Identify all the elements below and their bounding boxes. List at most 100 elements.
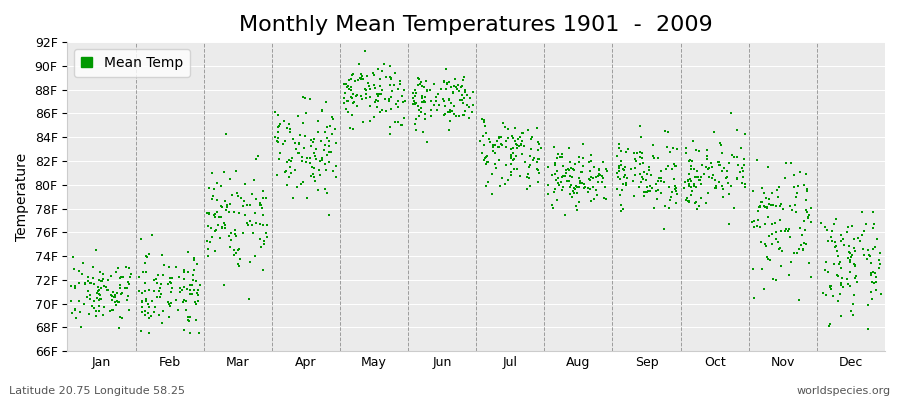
Point xyxy=(866,224,880,231)
Point xyxy=(532,140,546,147)
Point xyxy=(842,269,857,276)
Point xyxy=(414,94,428,101)
Point xyxy=(834,275,849,282)
Point xyxy=(677,184,691,191)
Point xyxy=(222,200,237,207)
Point xyxy=(176,268,191,275)
Point xyxy=(782,272,796,278)
Point xyxy=(441,127,455,134)
Point xyxy=(692,177,706,183)
Point xyxy=(637,169,652,175)
Point xyxy=(105,307,120,313)
Point xyxy=(835,284,850,290)
Point xyxy=(240,220,255,226)
Point xyxy=(256,237,271,244)
Point xyxy=(233,195,248,201)
Point xyxy=(633,148,647,155)
Point xyxy=(734,169,748,175)
Point xyxy=(546,189,561,195)
Point xyxy=(787,172,801,178)
Point xyxy=(358,94,373,101)
Point xyxy=(499,138,513,144)
Point xyxy=(446,90,461,96)
Point xyxy=(188,298,202,305)
Point xyxy=(634,179,648,185)
Point xyxy=(646,155,661,161)
Point xyxy=(338,90,352,97)
Point xyxy=(68,283,82,289)
Point xyxy=(620,175,634,181)
Point xyxy=(706,175,720,182)
Point xyxy=(282,121,296,127)
Point xyxy=(868,278,883,285)
Point xyxy=(583,168,598,174)
Point xyxy=(72,268,86,274)
Point xyxy=(108,299,122,305)
Point xyxy=(614,148,628,154)
Point xyxy=(576,163,590,169)
Point xyxy=(804,274,818,280)
Point xyxy=(550,168,564,174)
Point xyxy=(236,230,250,236)
Point xyxy=(712,178,726,185)
Point xyxy=(827,244,842,250)
Point xyxy=(746,188,760,194)
Point xyxy=(298,133,312,139)
Point xyxy=(364,117,378,124)
Point xyxy=(112,325,126,331)
Point xyxy=(872,257,886,264)
Point xyxy=(113,274,128,280)
Point xyxy=(530,166,544,172)
Point xyxy=(750,222,764,229)
Point xyxy=(635,160,650,167)
Point xyxy=(391,98,405,104)
Point xyxy=(230,233,244,240)
Point xyxy=(134,290,148,296)
Point xyxy=(700,156,715,162)
Point xyxy=(554,151,569,157)
Point xyxy=(412,76,427,82)
Point xyxy=(586,174,600,181)
Point xyxy=(724,110,738,116)
Point xyxy=(154,281,168,288)
Point xyxy=(793,169,807,176)
Point xyxy=(183,291,197,297)
Point xyxy=(736,162,751,168)
Point xyxy=(271,124,285,130)
Point xyxy=(687,181,701,188)
Point xyxy=(559,170,573,176)
Point xyxy=(867,280,881,286)
Point xyxy=(363,86,377,92)
Point xyxy=(420,139,435,146)
Point xyxy=(555,174,570,180)
Point xyxy=(306,139,320,146)
Point xyxy=(504,154,518,160)
Point xyxy=(801,214,815,220)
Point xyxy=(271,139,285,145)
Point xyxy=(563,159,578,166)
Point xyxy=(106,288,121,295)
Point xyxy=(414,79,428,85)
Point xyxy=(770,238,785,245)
Point xyxy=(460,102,474,108)
Point xyxy=(616,186,630,193)
Point xyxy=(204,196,219,202)
Point xyxy=(494,134,508,140)
Point xyxy=(773,244,788,251)
Point xyxy=(686,138,700,144)
Point xyxy=(799,241,814,247)
Point xyxy=(232,262,247,269)
Point xyxy=(186,277,201,284)
Point xyxy=(553,154,567,160)
Point xyxy=(474,116,489,122)
Point xyxy=(760,256,775,262)
Point xyxy=(825,292,840,299)
Point xyxy=(701,173,716,180)
Point xyxy=(115,290,130,296)
Point xyxy=(548,186,562,192)
Point xyxy=(628,158,643,164)
Point xyxy=(860,247,875,254)
Point xyxy=(649,181,663,187)
Point xyxy=(386,82,400,88)
Point xyxy=(350,92,365,98)
